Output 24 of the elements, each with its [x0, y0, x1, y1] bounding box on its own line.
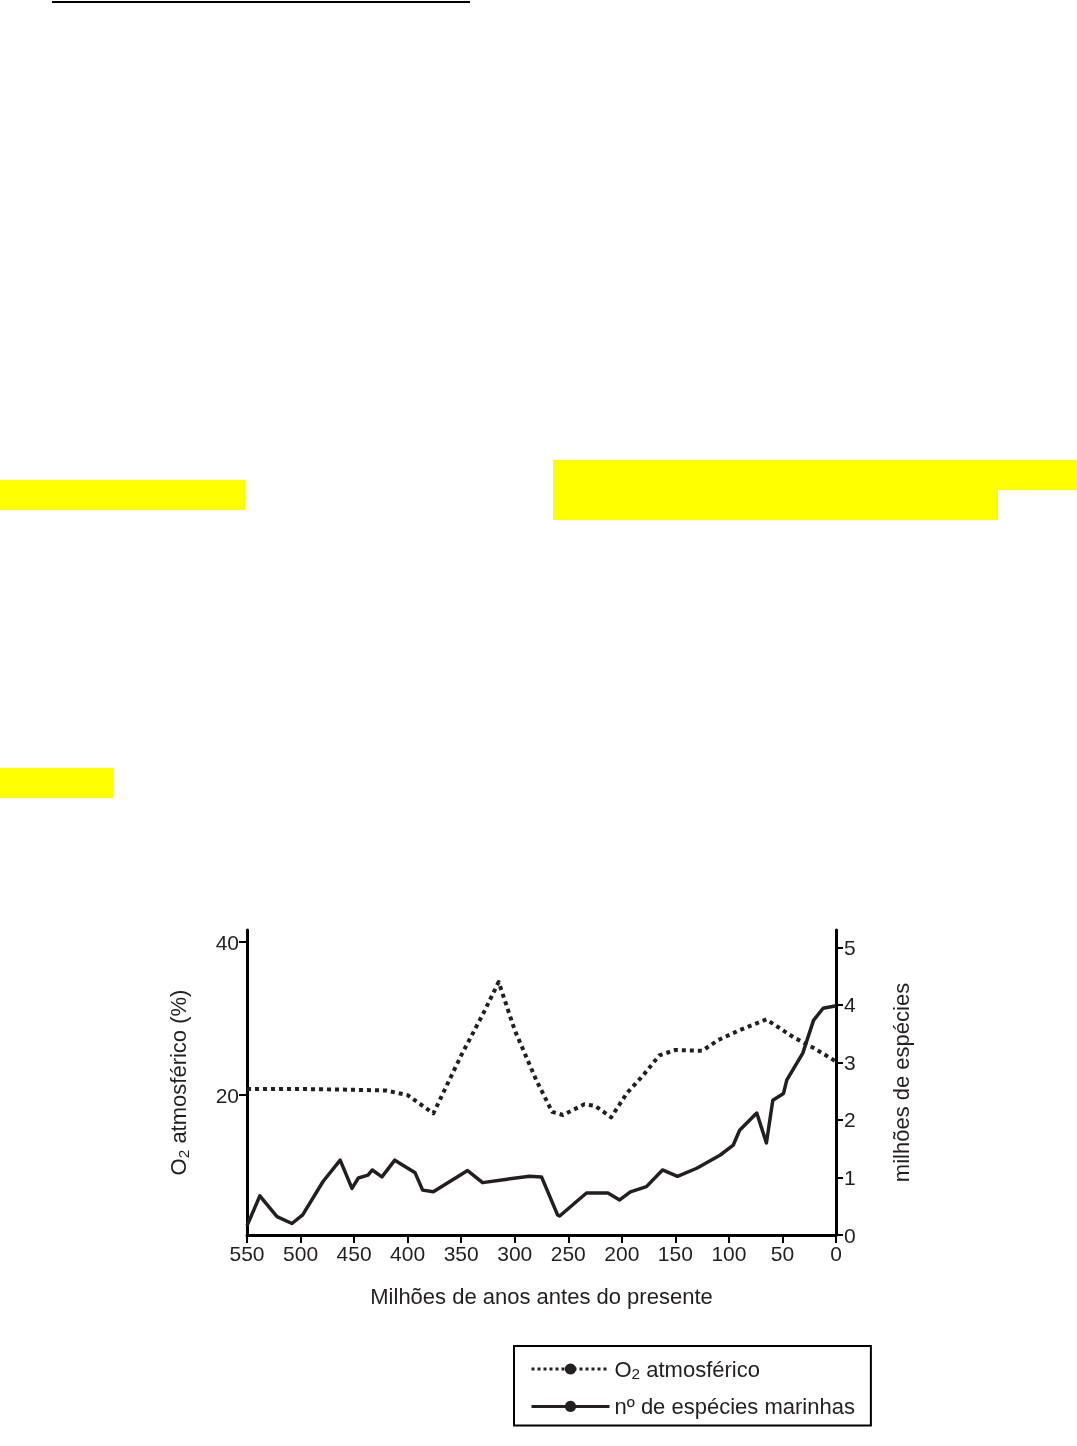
x-tick-label: 150: [657, 1242, 693, 1265]
y2-tick-label: 5: [844, 935, 856, 959]
x-tick-label: 350: [443, 1242, 479, 1265]
legend-label: nº de espécies marinhas: [614, 1393, 855, 1419]
x-tick-label: 400: [390, 1242, 426, 1265]
y2-tick-label: 2: [844, 1108, 856, 1132]
x-tick-label: 0: [830, 1242, 842, 1265]
x-tick-label: 550: [229, 1242, 265, 1265]
x-tick-label: 200: [604, 1242, 640, 1265]
y2-tick-label: 0: [844, 1223, 856, 1247]
y-tick-label: 40: [215, 930, 239, 954]
x-tick-label: 450: [336, 1242, 372, 1265]
x-tick-label: 500: [283, 1242, 319, 1265]
y2-tick-label: 4: [844, 993, 856, 1017]
y-tick-label: 20: [215, 1083, 239, 1107]
y-axis-title: O2 atmosférico (%): [166, 989, 192, 1176]
x-tick-label: 300: [497, 1242, 533, 1265]
x-tick-label: 250: [550, 1242, 586, 1265]
y2-tick-label: 3: [844, 1050, 856, 1074]
x-axis-title: Milhões de anos antes do presente: [370, 1283, 713, 1309]
y2-axis-title: milhões de espécies: [888, 982, 914, 1183]
y2-tick-label: 1: [844, 1165, 856, 1189]
x-tick-label: 100: [711, 1242, 747, 1265]
x-tick-label: 50: [770, 1242, 795, 1265]
